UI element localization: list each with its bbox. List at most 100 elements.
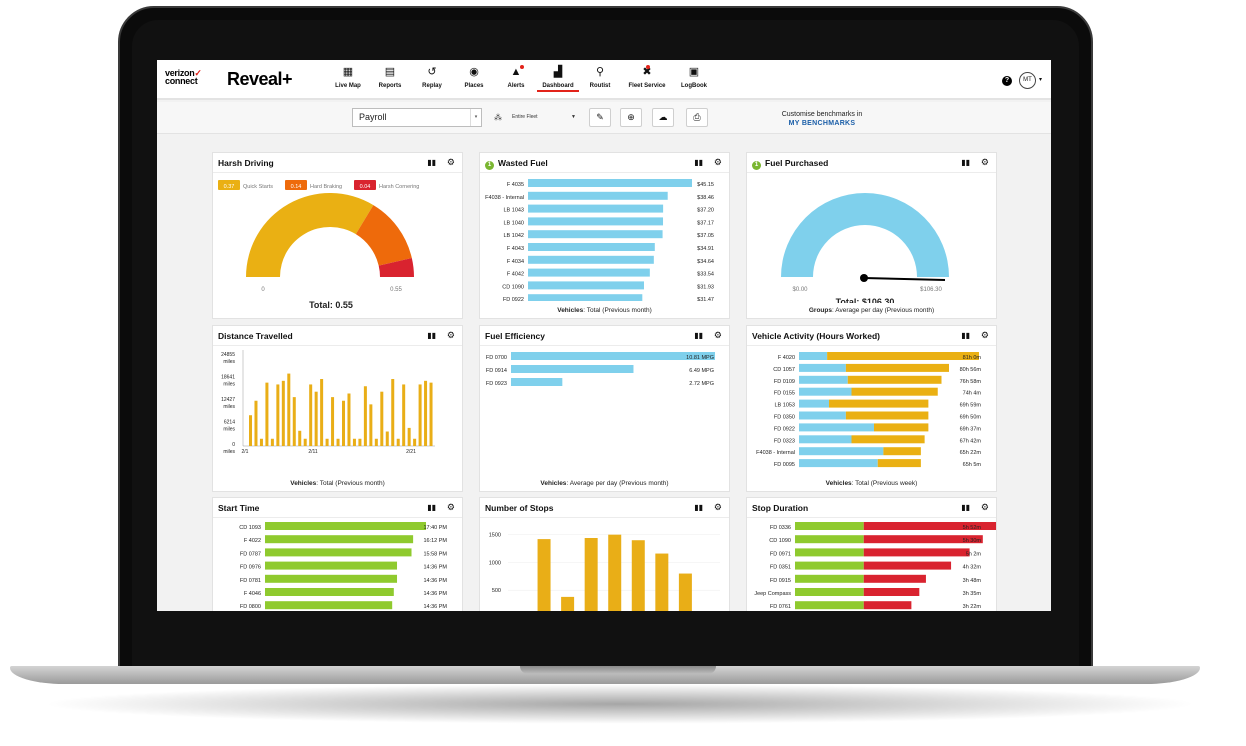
chevron-down-icon[interactable]: ▾ xyxy=(1039,77,1043,83)
report-select[interactable]: Payroll ▾ xyxy=(352,108,482,127)
bar-chart-icon[interactable]: ▮▮ xyxy=(427,331,436,340)
bar-chart-icon[interactable]: ▮▮ xyxy=(961,503,970,512)
vehicle-activity-chart: F 4020 81h 0m CD 1057 80h 56m FD 0109 76h 58m… xyxy=(756,352,982,468)
bar xyxy=(396,438,400,446)
bar-category: CD 1057 xyxy=(773,367,795,373)
gear-icon[interactable]: ⚙ xyxy=(980,502,989,512)
gear-icon[interactable]: ⚙ xyxy=(446,502,455,512)
bar-value-label: 14:36 PM xyxy=(423,591,447,597)
gear-icon[interactable]: ⚙ xyxy=(980,330,989,340)
bar xyxy=(265,561,398,570)
nav-item-live-map[interactable]: ▦ Live Map xyxy=(327,66,369,92)
add-button[interactable]: ⊕ xyxy=(620,108,642,127)
gear-icon[interactable]: ⚙ xyxy=(446,157,455,167)
fleet-select[interactable]: ⁂ Entire Fleet ▼ xyxy=(494,108,582,127)
bar-category: F 4046 xyxy=(244,591,261,597)
bar xyxy=(298,430,302,446)
bar xyxy=(845,363,949,372)
bar-category: FD 0787 xyxy=(240,551,261,557)
bar-chart-icon[interactable]: ▮▮ xyxy=(694,503,703,512)
bar xyxy=(799,399,829,408)
bar-value-label: 5h 2m xyxy=(966,551,982,557)
bar xyxy=(528,255,654,264)
bar-category: F 4042 xyxy=(507,272,524,278)
bar-value-label: $37.20 xyxy=(697,208,714,214)
bar-chart-icon[interactable]: ▮▮ xyxy=(961,331,970,340)
routist-icon: ⚲ xyxy=(595,66,605,78)
nav-item-routist[interactable]: ⚲ Routist xyxy=(579,66,621,92)
avatar[interactable]: MT xyxy=(1019,72,1036,89)
nav-item-alerts[interactable]: ▲ Alerts xyxy=(495,65,537,92)
bar xyxy=(528,191,668,200)
gauge-needle-pivot xyxy=(860,274,868,282)
bar-value-label: $34.91 xyxy=(697,246,714,252)
bar-category: F 4034 xyxy=(507,259,524,265)
gauge-total: Total: 0.55 xyxy=(309,300,353,310)
bar-category: FD 0350 xyxy=(774,415,795,421)
bar-category: F 4043 xyxy=(507,246,524,252)
gauge-min: $0.00 xyxy=(792,287,808,293)
legend-value: 0.37 xyxy=(224,184,235,190)
bar xyxy=(528,268,650,277)
widget-fuel-purchased: 1 Fuel Purchased ▮▮ ⚙ $0.00 $106.30 Total: $… xyxy=(746,152,997,319)
fuel-efficiency-chart: FD 0700 10.81 MPG FD 0914 6.49 MPG FD 0923 2.… xyxy=(486,352,715,387)
gear-icon[interactable]: ⚙ xyxy=(713,330,722,340)
bar-chart-icon[interactable]: ▮▮ xyxy=(427,158,436,167)
edit-button[interactable]: ✎ xyxy=(589,108,611,127)
bar-category: FD 0095 xyxy=(774,462,795,468)
logbook-icon: ▣ xyxy=(688,66,700,78)
gear-icon[interactable]: ⚙ xyxy=(446,330,455,340)
bar xyxy=(369,404,373,446)
my-benchmarks-link[interactable]: MY BENCHMARKS xyxy=(788,120,856,127)
bar-category: Jeep Compass xyxy=(754,591,791,597)
bar xyxy=(309,384,313,446)
help-button[interactable]: ? xyxy=(1002,76,1012,86)
widget-number-of-stops: Number of Stops ▮▮ ⚙ 1500 1000 500 xyxy=(479,497,730,611)
nav-item-places[interactable]: ◉ Places xyxy=(453,66,495,92)
bar-value-label: 76h 58m xyxy=(960,379,982,385)
nav-item-fleet-service[interactable]: ✖ Fleet Service xyxy=(621,65,673,92)
widget-title: Number of Stops xyxy=(485,503,554,513)
bar xyxy=(380,391,384,446)
y-tick-unit: miles xyxy=(223,359,235,365)
bar-chart-icon[interactable]: ▮▮ xyxy=(694,158,703,167)
gear-icon[interactable]: ⚙ xyxy=(713,157,722,167)
nav-item-replay[interactable]: ↺ Replay xyxy=(411,66,453,92)
bar-chart-icon[interactable]: ▮▮ xyxy=(961,158,970,167)
widget-footer: Groups: Average per day (Previous month) xyxy=(808,307,935,314)
widget-title: Fuel Efficiency xyxy=(485,331,545,341)
printer-icon: ⎙ xyxy=(693,112,701,122)
bar-value-label: 4h 32m xyxy=(963,565,982,571)
bar xyxy=(863,574,926,583)
start-time-chart: CD 1093 17:40 PM F 4022 16:12 PM FD 0787 15:5… xyxy=(239,522,447,610)
bar-category: FD 0923 xyxy=(486,381,507,387)
bar xyxy=(863,522,997,530)
hierarchy-icon: ⁂ xyxy=(494,113,502,122)
gear-icon[interactable]: ⚙ xyxy=(713,502,722,512)
bar-category: FD 0109 xyxy=(774,379,795,385)
bar-value-label: 80h 56m xyxy=(960,367,982,373)
nav-item-logbook[interactable]: ▣ LogBook xyxy=(673,66,715,92)
bar-value-label: $37.05 xyxy=(697,233,714,239)
bar xyxy=(374,438,378,446)
gear-icon[interactable]: ⚙ xyxy=(980,157,989,167)
bar xyxy=(320,379,324,446)
gauge-min: 0 xyxy=(261,287,265,293)
bar-chart-icon[interactable]: ▮▮ xyxy=(427,503,436,512)
bar xyxy=(795,588,864,596)
nav-item-label: Alerts xyxy=(507,83,525,89)
nav-item-label: Live Map xyxy=(335,83,361,89)
brand-logo[interactable]: verizon✓ connect xyxy=(165,68,202,86)
laptop-base xyxy=(10,666,1200,684)
bar xyxy=(795,561,864,570)
bar-category: FD 0336 xyxy=(770,525,791,531)
main-nav: ▦ Live Map ▤ Reports ↺ Replay ◉ Places ▲ Alerts ▟ D… xyxy=(327,65,715,92)
nav-item-reports[interactable]: ▤ Reports xyxy=(369,66,411,92)
nav-item-dashboard[interactable]: ▟ Dashboard xyxy=(537,66,579,92)
bar xyxy=(511,378,563,386)
upload-button[interactable]: ☁ xyxy=(652,108,674,127)
bar-value-label: 67h 42m xyxy=(960,438,982,444)
nav-item-label: Routist xyxy=(589,83,611,89)
bar-chart-icon[interactable]: ▮▮ xyxy=(694,331,703,340)
print-button[interactable]: ⎙ xyxy=(686,108,708,127)
